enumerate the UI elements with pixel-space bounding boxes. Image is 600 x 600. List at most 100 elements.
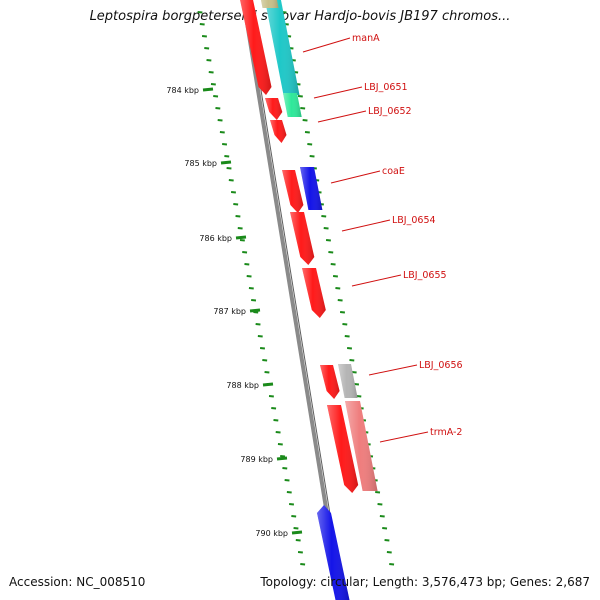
tick-mark xyxy=(228,179,234,182)
gene-shading xyxy=(240,0,272,95)
gene-shading xyxy=(345,401,378,491)
major-tick xyxy=(291,530,303,535)
major-tick xyxy=(262,382,274,387)
gene-label-lbj-0651[interactable]: LBJ_0651 xyxy=(364,82,408,93)
tick-mark xyxy=(354,383,360,386)
tick-mark xyxy=(349,359,355,362)
tick-mark xyxy=(210,83,216,86)
tick-mark xyxy=(239,239,245,242)
tick-mark xyxy=(300,107,306,110)
tick-mark xyxy=(300,563,306,566)
tick-mark xyxy=(264,371,270,374)
tick-mark xyxy=(309,155,315,158)
tick-mark xyxy=(201,35,207,38)
tick-mark xyxy=(224,155,230,158)
tick-mark xyxy=(356,395,362,398)
scale-label-787: 787 kbp xyxy=(213,307,246,316)
tick-mark xyxy=(389,563,395,566)
tick-mark xyxy=(307,143,313,146)
tick-mark xyxy=(375,491,381,494)
scale-label-790: 790 kbp xyxy=(255,529,288,538)
leader-line xyxy=(313,86,363,99)
scale-label-786: 786 kbp xyxy=(199,234,232,243)
tick-mark xyxy=(226,167,232,170)
gene-shading xyxy=(320,365,340,399)
tick-mark xyxy=(337,299,343,302)
leader-line xyxy=(351,274,402,287)
major-tick xyxy=(202,87,214,92)
map-title: Leptospira borgpetersenii serovar Hardjo… xyxy=(89,9,511,24)
tick-mark xyxy=(199,23,205,26)
leader-line xyxy=(379,431,429,443)
tick-mark xyxy=(302,119,308,122)
gene-shading xyxy=(290,212,315,265)
tick-mark xyxy=(204,47,210,50)
gene-label-coae[interactable]: coaE xyxy=(382,166,405,177)
tick-mark xyxy=(262,359,268,362)
tick-mark xyxy=(206,59,212,62)
tick-mark xyxy=(325,239,331,242)
gene-shading xyxy=(338,364,358,398)
gene-shading xyxy=(300,167,323,210)
tick-mark xyxy=(330,263,336,266)
gene-label-lbj-0655[interactable]: LBJ_0655 xyxy=(403,270,447,281)
tick-mark xyxy=(347,347,353,350)
scale-label-788: 788 kbp xyxy=(226,381,259,390)
tick-mark xyxy=(280,455,286,458)
genome-stats-text: Topology: circular; Length: 3,576,473 bp… xyxy=(260,575,590,589)
tick-mark xyxy=(257,335,263,338)
tick-mark xyxy=(235,215,241,218)
tick-mark xyxy=(246,275,252,278)
tick-mark xyxy=(242,251,248,254)
scale-label-784: 784 kbp xyxy=(166,86,199,95)
leader-line xyxy=(368,364,418,376)
leader-line xyxy=(341,219,391,232)
tick-mark xyxy=(217,119,223,122)
tick-mark xyxy=(321,215,327,218)
tick-mark xyxy=(215,107,221,110)
tick-mark xyxy=(284,479,290,482)
tick-mark xyxy=(219,131,225,134)
tick-mark xyxy=(332,275,338,278)
tick-mark xyxy=(213,95,219,98)
gene-shading xyxy=(283,93,302,117)
gene-label-lbj-0656[interactable]: LBJ_0656 xyxy=(419,360,463,371)
gene-label-lbj-0654[interactable]: LBJ_0654 xyxy=(392,215,436,226)
tick-mark xyxy=(251,299,257,302)
map-labels: 784 kbp 785 kbp 786 kbp 787 kbp 788 kbp 789 k… xyxy=(166,33,462,538)
tick-mark xyxy=(222,143,228,146)
tick-mark xyxy=(286,491,292,494)
tick-mark xyxy=(351,371,357,374)
tick-mark xyxy=(273,419,279,422)
gene-shading xyxy=(282,170,304,213)
scale-label-789: 789 kbp xyxy=(240,455,273,464)
tick-mark xyxy=(271,407,277,410)
gene-shading xyxy=(317,505,350,600)
tick-mark xyxy=(295,539,301,542)
tick-mark xyxy=(237,227,243,230)
gene-features[interactable] xyxy=(239,0,378,600)
backbone xyxy=(241,0,345,600)
tick-mark xyxy=(339,311,346,314)
gene-label-mana[interactable]: manA xyxy=(352,33,380,44)
gene-shading xyxy=(327,405,359,493)
accession-text: Accession: NC_008510 xyxy=(9,575,146,589)
tick-mark xyxy=(282,467,288,470)
leader-line xyxy=(330,170,381,184)
tick-mark xyxy=(323,227,329,230)
major-tick xyxy=(276,456,288,461)
gene-label-trma-2[interactable]: trmA-2 xyxy=(430,427,462,438)
tick-mark xyxy=(328,251,334,254)
scale-label-785: 785 kbp xyxy=(184,159,217,168)
tick-mark xyxy=(197,11,203,14)
tick-mark xyxy=(259,347,265,350)
gene-shading xyxy=(264,0,300,95)
tick-mark xyxy=(297,551,303,554)
tick-mark xyxy=(293,527,299,530)
tick-mark xyxy=(386,551,392,554)
gene-label-lbj-0652[interactable]: LBJ_0652 xyxy=(368,106,412,117)
gene-shading xyxy=(302,268,326,318)
leader-line xyxy=(317,110,367,123)
tick-mark xyxy=(230,191,236,194)
